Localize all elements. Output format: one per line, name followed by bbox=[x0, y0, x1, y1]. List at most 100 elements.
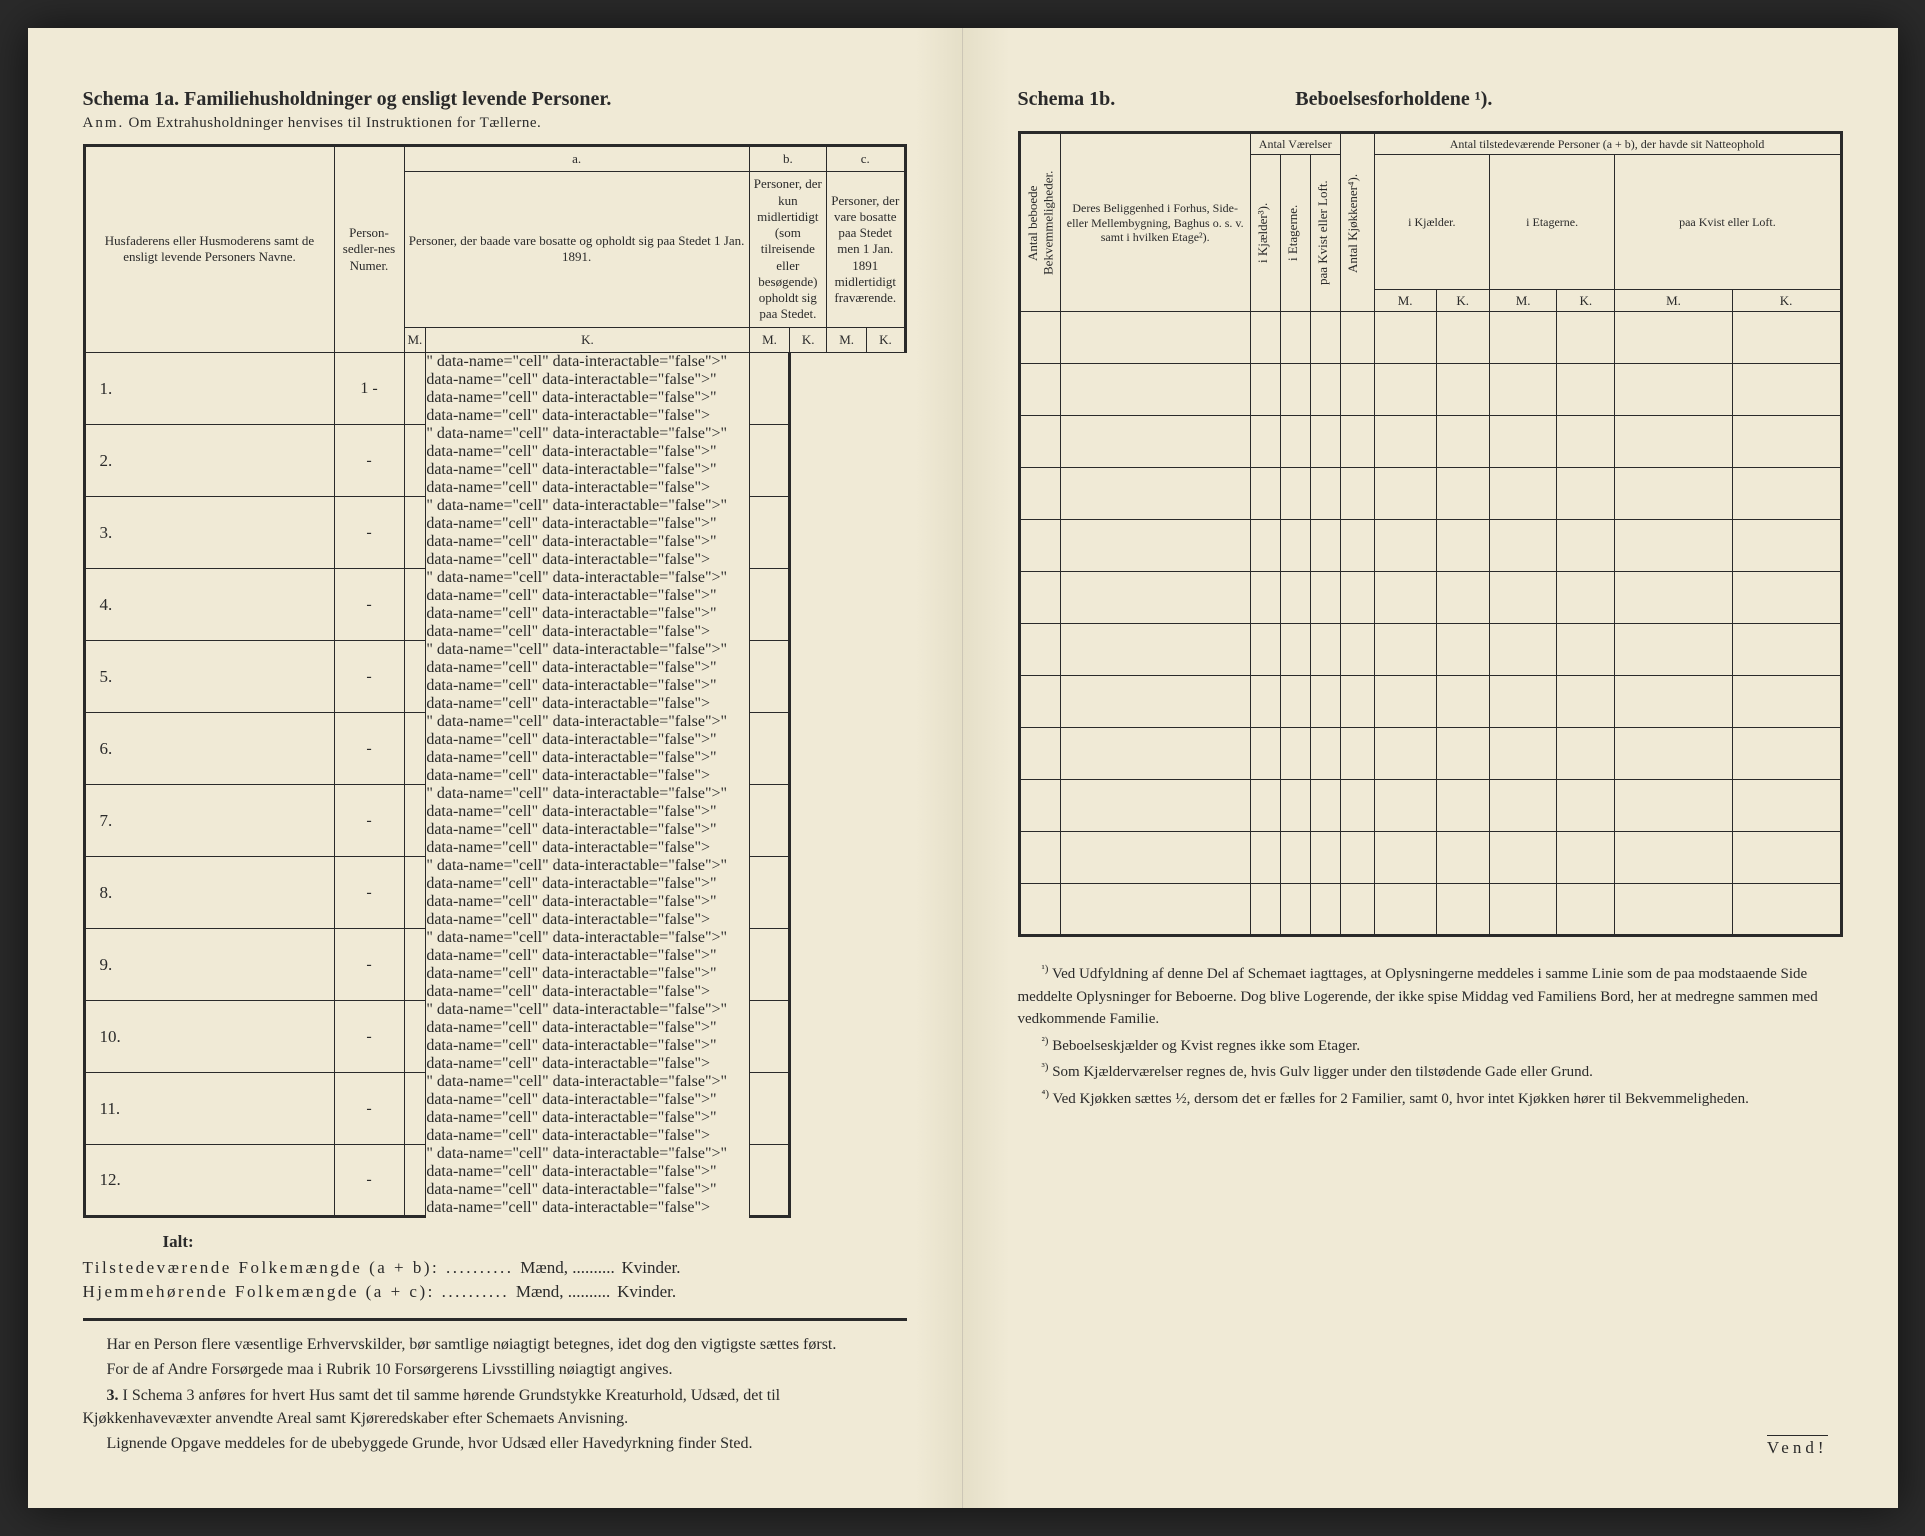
cell bbox=[1280, 364, 1310, 416]
cell bbox=[1340, 884, 1374, 936]
cell bbox=[1436, 468, 1489, 520]
cell bbox=[1019, 832, 1060, 884]
cell bbox=[1436, 832, 1489, 884]
cell bbox=[1732, 728, 1841, 780]
cell bbox=[404, 785, 426, 857]
cell bbox=[1250, 832, 1280, 884]
cell bbox=[1019, 312, 1060, 364]
row-number: 6. bbox=[84, 713, 334, 785]
cell bbox=[404, 713, 426, 785]
mk-header: M. bbox=[1615, 290, 1732, 312]
table-row bbox=[1019, 884, 1841, 936]
cell bbox=[749, 497, 790, 569]
cell bbox=[1374, 364, 1436, 416]
cell bbox=[1250, 520, 1280, 572]
ialt-line-1: Tilstedeværende Folkemængde (a + b): ...… bbox=[83, 1258, 907, 1278]
cell bbox=[1310, 780, 1340, 832]
cell bbox=[1340, 572, 1374, 624]
cell bbox=[1060, 832, 1250, 884]
table-row: 12.-" data-name="cell" data-interactable… bbox=[84, 1145, 905, 1217]
cell bbox=[1557, 520, 1615, 572]
col-beboede: Antal beboede Bekvemmeligheder. bbox=[1019, 133, 1060, 312]
cell bbox=[749, 569, 790, 641]
foot-p2: For de af Andre Forsørgede maa i Rubrik … bbox=[83, 1358, 907, 1381]
schema-1a-note: Anm. Om Extrahusholdninger henvises til … bbox=[83, 115, 907, 132]
numer-cell: - bbox=[334, 713, 404, 785]
abc-a-text: Personer, der baade vare bosatte og opho… bbox=[404, 172, 749, 327]
numer-cell: - bbox=[334, 1145, 404, 1217]
cell bbox=[1436, 624, 1489, 676]
page-right: Schema 1b. Beboelsesforholdene ¹). Antal… bbox=[963, 28, 1898, 1508]
table-row: 11.-" data-name="cell" data-interactable… bbox=[84, 1073, 905, 1145]
cell bbox=[1310, 624, 1340, 676]
cell bbox=[1250, 884, 1280, 936]
cell bbox=[749, 352, 790, 425]
cell bbox=[1019, 884, 1060, 936]
row-number: 5. bbox=[84, 641, 334, 713]
cell bbox=[1250, 780, 1280, 832]
table-1a: Husfaderens eller Husmoderens samt de en… bbox=[83, 144, 907, 1218]
row-number: 4. bbox=[84, 569, 334, 641]
mk-header: M. bbox=[404, 327, 426, 352]
table-row: 6.-" data-name="cell" data-interactable=… bbox=[84, 713, 905, 785]
cell bbox=[1310, 364, 1340, 416]
mk-header: K. bbox=[1436, 290, 1489, 312]
cell bbox=[1489, 832, 1556, 884]
col-kvist: paa Kvist eller Loft. bbox=[1310, 155, 1340, 312]
table-row bbox=[1019, 832, 1841, 884]
cell bbox=[1489, 520, 1556, 572]
cell bbox=[1060, 468, 1250, 520]
cell bbox=[1557, 364, 1615, 416]
cell bbox=[1340, 676, 1374, 728]
cell bbox=[1732, 312, 1841, 364]
row-number: 1. bbox=[84, 352, 334, 425]
cell bbox=[1019, 624, 1060, 676]
abc-a-label: a. bbox=[404, 146, 749, 172]
cell bbox=[1374, 676, 1436, 728]
table-row bbox=[1019, 520, 1841, 572]
cell bbox=[404, 857, 426, 929]
cell bbox=[1060, 312, 1250, 364]
cell bbox=[1489, 416, 1556, 468]
cell bbox=[1436, 728, 1489, 780]
col-numer: Person-sedler-nes Numer. bbox=[334, 146, 404, 353]
table-row: 3.-" data-name="cell" data-interactable=… bbox=[84, 497, 905, 569]
row-number: 3. bbox=[84, 497, 334, 569]
cell bbox=[1374, 624, 1436, 676]
cell bbox=[1615, 884, 1732, 936]
cell bbox=[1340, 780, 1374, 832]
schema-1b-header: Schema 1b. Beboelsesforholdene ¹). bbox=[1018, 88, 1843, 115]
cell bbox=[404, 929, 426, 1001]
cell bbox=[1489, 780, 1556, 832]
table-row bbox=[1019, 728, 1841, 780]
fn2: ²) Beboelseskjælder og Kvist regnes ikke… bbox=[1018, 1033, 1843, 1058]
cell bbox=[749, 1073, 790, 1145]
mk-header: M. bbox=[1489, 290, 1556, 312]
footnotes-right: ¹) Ved Udfyldning af denne Del af Schema… bbox=[1018, 961, 1843, 1110]
col-natte-kvist: paa Kvist eller Loft. bbox=[1615, 155, 1841, 290]
cell bbox=[404, 352, 426, 425]
cell bbox=[1340, 364, 1374, 416]
row-number: 12. bbox=[84, 1145, 334, 1217]
cell bbox=[1732, 624, 1841, 676]
cell bbox=[749, 929, 790, 1001]
cell bbox=[404, 569, 426, 641]
col-natte-etagerne: i Etagerne. bbox=[1489, 155, 1614, 290]
col-natteophold: Antal tilstedeværende Personer (a + b), … bbox=[1374, 133, 1841, 155]
schema-1a-title: Schema 1a. Familiehusholdninger og ensli… bbox=[83, 88, 907, 111]
cell bbox=[1280, 468, 1310, 520]
cell bbox=[1615, 572, 1732, 624]
cell bbox=[1374, 416, 1436, 468]
cell bbox=[1280, 676, 1310, 728]
cell bbox=[1280, 728, 1310, 780]
cell bbox=[1615, 416, 1732, 468]
cell bbox=[1340, 832, 1374, 884]
cell bbox=[1557, 572, 1615, 624]
row-number: 7. bbox=[84, 785, 334, 857]
col-kjokkener: Antal Kjøkkener⁴). bbox=[1340, 133, 1374, 312]
cell bbox=[1615, 624, 1732, 676]
cell bbox=[749, 857, 790, 929]
col-antal-vaerelser: Antal Værelser bbox=[1250, 133, 1340, 155]
numer-cell: - bbox=[334, 1073, 404, 1145]
cell bbox=[1310, 468, 1340, 520]
